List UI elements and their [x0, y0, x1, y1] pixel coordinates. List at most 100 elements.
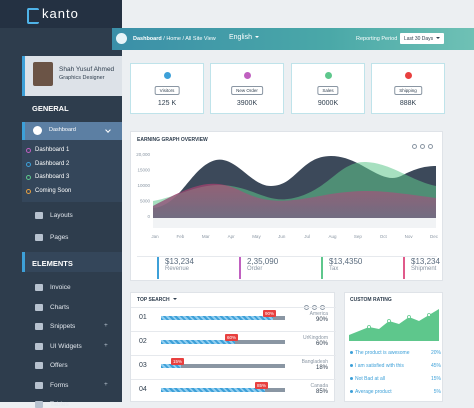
x-tick-label: Aug: [329, 234, 338, 239]
submenu-item[interactable]: Dashboard 2: [26, 161, 69, 167]
stat-label: Shipping: [394, 86, 422, 95]
language[interactable]: English: [229, 34, 259, 41]
x-tick-label: Jan: [151, 234, 159, 239]
stat-value: 125 K: [157, 100, 177, 107]
stat-card: Sales 9000K: [291, 63, 365, 114]
breadcrumb-rest: / Home / All Site View: [163, 36, 216, 42]
section-header: GENERAL: [32, 104, 69, 113]
y-tick-label: 20,000: [136, 152, 150, 157]
country: UrKingdom 60%: [302, 335, 328, 347]
rating-percent: 15%: [430, 376, 441, 382]
menu-item[interactable]: Invoice: [35, 284, 71, 291]
menu-item[interactable]: Pages: [35, 234, 68, 241]
axis-band: [153, 218, 436, 228]
menu-item[interactable]: Forms: [35, 381, 109, 389]
avatar: [33, 62, 53, 86]
menu-label: Dashboard: [49, 127, 76, 133]
rating-panel: CUSTOM RATING The product is awesome 20% I…: [344, 292, 443, 402]
y-tick-label: 0: [147, 214, 150, 219]
stat-icon: [324, 72, 332, 79]
x-tick-label: May: [252, 234, 261, 239]
submenu-item[interactable]: Coming Soon: [26, 188, 71, 194]
stat-icon: [243, 72, 251, 79]
search-row: 02 60% UrKingdom 60%: [131, 331, 336, 351]
breadcrumb-current: Dashboard: [133, 36, 162, 42]
menu-item[interactable]: Tables: [35, 401, 69, 408]
summary-item: 2,35,090 Order: [239, 257, 278, 279]
rating-percent: 45%: [430, 363, 441, 369]
profile: Shah Yusuf Ahmed Graphics Designer: [22, 56, 122, 96]
panel-title[interactable]: TOP SEARCH: [137, 297, 177, 303]
progress-badge: 85%: [255, 382, 269, 389]
panel-title: CUSTOM RATING: [350, 297, 392, 303]
panel-title: EARNING GRAPH OVERVIEW: [137, 137, 208, 143]
earning-panel: EARNING GRAPH OVERVIEW 20,000 15000 10000 5…: [130, 131, 443, 281]
x-tick-label: Apr: [228, 234, 236, 239]
summary-value: $13,234: [411, 257, 440, 266]
x-tick-label: Mar: [202, 234, 210, 239]
country-percent: 60%: [315, 341, 328, 347]
summary-item: $13,234 Shipment: [403, 257, 440, 279]
stat-icon: [404, 72, 412, 79]
summary: $13,234 Revenue 2,35,090 Order $13,4350 Tax $1…: [137, 256, 440, 279]
menu-item[interactable]: Offers: [35, 362, 68, 369]
rating-item: Not Bad at all 15%: [350, 376, 441, 382]
rank: 04: [139, 386, 147, 393]
country: Bangladesh 18%: [301, 359, 328, 371]
breadcrumb: Dashboard / Home / All Site View: [133, 36, 216, 42]
stat-card: Shipping 888K: [371, 63, 445, 114]
x-tick-label: Nov: [405, 234, 414, 239]
menu-item[interactable]: Charts: [35, 303, 69, 311]
stat-card: New Order 3900K: [210, 63, 284, 114]
section-header: ELEMENTS: [32, 259, 73, 268]
summary-value: 2,35,090: [247, 257, 279, 266]
stat-label: Visitors: [154, 86, 180, 95]
rating-item: Average product 5%: [350, 389, 441, 395]
x-tick-label: Jun: [278, 234, 286, 239]
summary-value: $13,234: [165, 257, 194, 266]
summary-label: Shipment: [411, 266, 437, 272]
y-tick-label: 15000: [137, 168, 150, 173]
summary-item: $13,234 Revenue: [157, 257, 194, 279]
menu-item[interactable]: Dashboard: [22, 122, 122, 140]
x-tick-label: Oct: [380, 234, 388, 239]
section-bar: [22, 252, 122, 272]
summary-value: $13,4350: [329, 257, 363, 266]
search-row: 01 90% America 90%: [131, 307, 336, 327]
stat-value: 9000K: [317, 100, 339, 107]
area: [349, 309, 439, 341]
menu-toggle[interactable]: [116, 33, 127, 44]
menu-item[interactable]: Snippets: [35, 322, 108, 330]
progress: 90%: [161, 310, 285, 320]
submenu-item[interactable]: Dashboard 3: [26, 174, 69, 180]
submenu: [22, 140, 122, 202]
x-tick-label: Jul: [304, 234, 310, 239]
progress-badge: 90%: [263, 310, 277, 317]
progress: 85%: [161, 382, 285, 392]
period-label: Reporting Period: [356, 36, 398, 42]
rank: 03: [139, 362, 147, 369]
rating-item: The product is awesome 20%: [350, 350, 441, 356]
brand: kanto: [0, 0, 122, 28]
country: America 90%: [309, 311, 328, 323]
submenu-item[interactable]: Dashboard 1: [26, 147, 69, 153]
summary-label: Tax: [329, 266, 339, 272]
menu-item[interactable]: Layouts: [35, 212, 73, 219]
panel-tools: [301, 297, 329, 310]
country-percent: 85%: [315, 389, 328, 395]
rating-item: I am satisfied with this 45%: [350, 363, 441, 369]
area: [153, 183, 436, 218]
progress-badge: 15%: [171, 358, 185, 365]
progress-badge: 60%: [225, 334, 239, 341]
rating-percent: 5%: [433, 389, 441, 395]
profile-role: Graphics Designer: [59, 75, 105, 81]
profile-name: Shah Yusuf Ahmed: [59, 66, 115, 73]
stat-value: 888K: [399, 100, 417, 107]
progress: 15%: [161, 358, 285, 368]
x-tick-label: Sep: [354, 234, 363, 239]
period-select[interactable]: Last 30 Days: [400, 33, 445, 44]
topbar: Dashboard / Home / All Site View English…: [112, 28, 474, 50]
x-tick-label: Feb: [176, 234, 184, 239]
menu-item[interactable]: UI Widgets: [35, 342, 107, 350]
